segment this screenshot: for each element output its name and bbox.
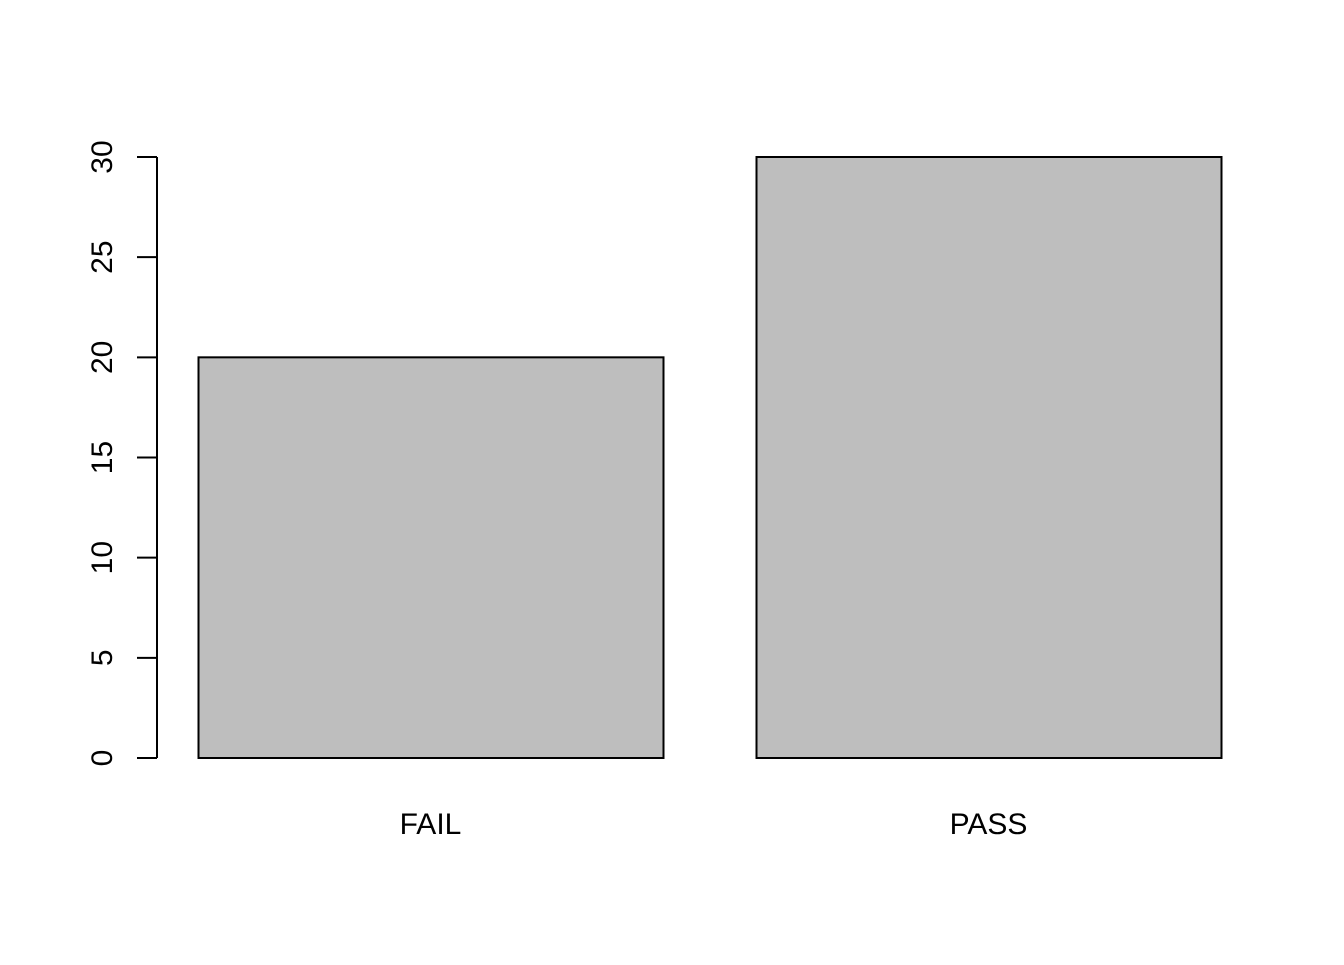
y-tick-label-30: 30 [86, 140, 119, 173]
bars-layer [197, 156, 1223, 759]
y-axis: 0 5 10 15 20 25 30 [86, 140, 158, 767]
y-tick-label-20: 20 [86, 341, 119, 374]
y-tick-label-15: 15 [86, 441, 119, 474]
x-axis-labels: FAIL PASS [400, 808, 1028, 841]
y-tick-label-10: 10 [86, 541, 119, 574]
bar-pass [755, 156, 1223, 759]
y-tick-label-0: 0 [86, 750, 119, 767]
bar-fail [197, 356, 665, 759]
x-category-label-pass: PASS [950, 808, 1028, 841]
y-tick-label-5: 5 [86, 649, 119, 666]
y-tick-label-25: 25 [86, 240, 119, 273]
x-category-label-fail: FAIL [400, 808, 462, 841]
